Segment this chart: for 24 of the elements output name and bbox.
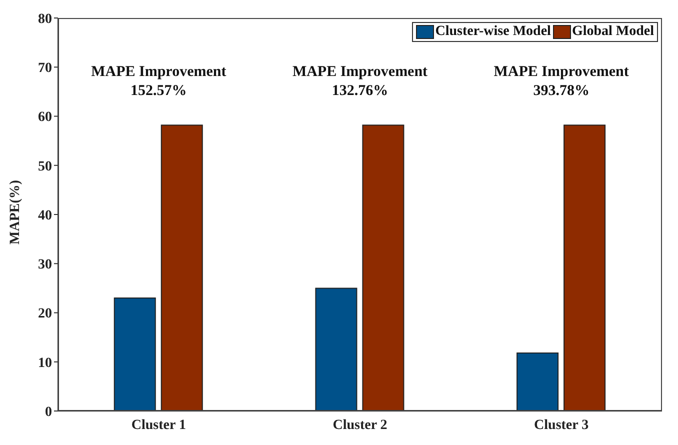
bar bbox=[315, 288, 358, 411]
y-tick-label: 30 bbox=[38, 258, 52, 273]
legend-label: Cluster-wise Model bbox=[435, 24, 551, 40]
bar bbox=[564, 124, 606, 411]
y-tick-label: 60 bbox=[38, 110, 52, 126]
y-tick-label: 0 bbox=[45, 404, 52, 420]
legend-label: Global Model bbox=[572, 24, 654, 40]
annotation: MAPE Improvement 152.57% bbox=[90, 63, 228, 102]
bar bbox=[114, 298, 156, 411]
bar bbox=[362, 124, 404, 411]
bar bbox=[160, 124, 203, 411]
y-axis-title: MAPE(%) bbox=[8, 180, 23, 244]
bar bbox=[516, 352, 559, 411]
y-tick-label: 10 bbox=[38, 356, 52, 371]
y-tick-label: 50 bbox=[38, 159, 52, 174]
annotation: MAPE Improvement 393.78% bbox=[492, 63, 630, 102]
y-tick-label: 20 bbox=[38, 306, 52, 322]
annotation: MAPE Improvement 132.76% bbox=[291, 63, 429, 102]
x-tick-label: Cluster 1 bbox=[131, 418, 186, 433]
x-tick-label: Cluster 2 bbox=[332, 418, 388, 433]
y-tick-label: 80 bbox=[38, 12, 52, 27]
x-tick-label: Cluster 3 bbox=[534, 418, 589, 433]
y-tick-label: 40 bbox=[38, 208, 52, 224]
y-tick-label: 70 bbox=[38, 61, 52, 76]
